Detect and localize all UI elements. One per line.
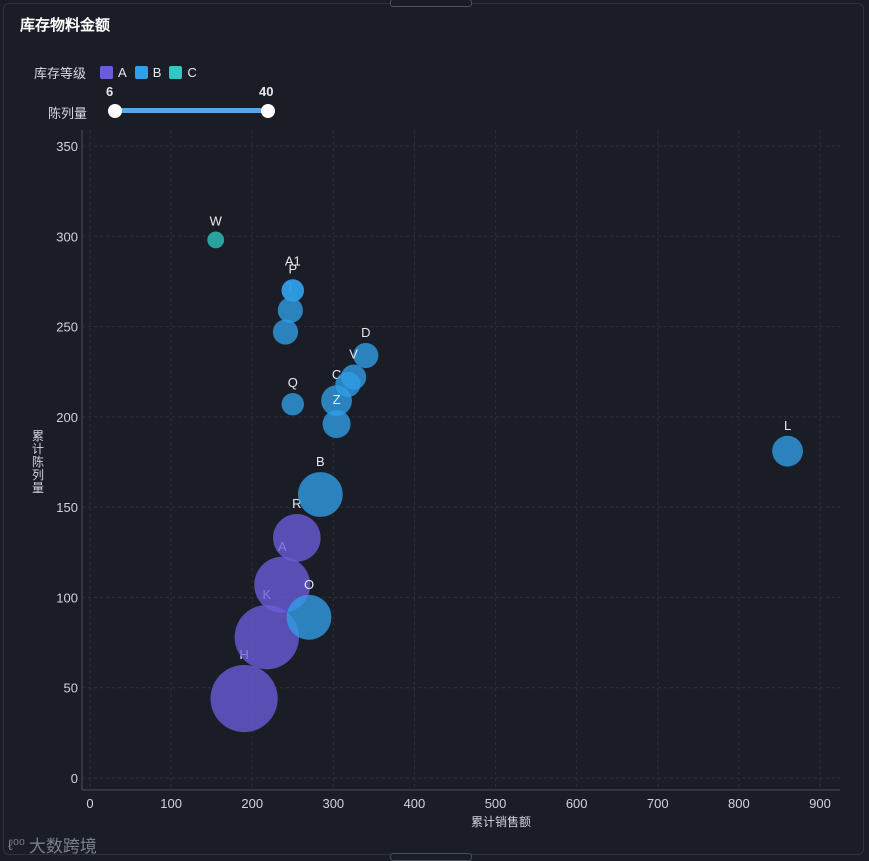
bubble-unlabeled [272, 319, 299, 345]
bubble-h [210, 664, 278, 733]
legend-item-c[interactable]: C [169, 65, 197, 80]
chart-title: 库存物料金额 [20, 17, 111, 34]
legend-swatch-c [169, 66, 183, 79]
y-tick-label: 150 [56, 500, 78, 515]
bubble-label: W [210, 213, 223, 228]
legend-swatch-b [134, 66, 148, 79]
slider-max-handle[interactable] [261, 104, 275, 118]
y-tick-label: 200 [56, 410, 78, 425]
x-tick-label: 800 [728, 796, 750, 811]
slider-min-handle[interactable] [108, 104, 122, 118]
bubble-k [234, 604, 300, 670]
bubble-label: D [361, 325, 370, 340]
bubble-unlabeled [335, 371, 361, 397]
bubble-label: Z [333, 392, 341, 407]
slider-max-value: 40 [259, 84, 274, 99]
bubble-label: O [304, 577, 314, 592]
y-tick-label: 250 [56, 320, 78, 335]
legend-item-a[interactable]: A [100, 65, 127, 80]
slider-min-value: 6 [106, 84, 114, 99]
legend-text-c: C [187, 65, 197, 80]
y-tick-label: 0 [71, 771, 78, 786]
size-slider: 陈列量 [48, 88, 308, 128]
x-tick-label: 900 [809, 796, 831, 811]
x-tick-label: 700 [647, 796, 669, 811]
y-axis-title-char: 陈 [32, 454, 44, 469]
bubble-l [772, 435, 803, 467]
x-tick-label: 600 [566, 796, 588, 811]
x-tick-label: 100 [160, 796, 182, 811]
y-axis-title-char: 列 [32, 468, 44, 482]
bubble-label: R [292, 496, 301, 511]
bubble-t [277, 297, 303, 323]
x-tick-label: 200 [241, 796, 263, 811]
x-tick-label: 0 [86, 796, 93, 811]
y-tick-label: 300 [56, 229, 78, 244]
slider-label: 陈列量 [48, 106, 88, 121]
bubble-label: A1 [285, 253, 301, 268]
bubble-label: L [784, 418, 791, 433]
x-axis-title: 累计销售额 [471, 814, 531, 829]
slider-track[interactable] [115, 108, 268, 113]
bubble-p [281, 279, 304, 302]
legend-label: 库存等级 [34, 66, 87, 81]
y-axis-title-char: 量 [32, 481, 44, 495]
bubble-label: C [332, 367, 341, 382]
bubble-w [207, 231, 225, 249]
bubble-b [297, 472, 343, 517]
x-tick-label: 300 [322, 796, 344, 811]
y-axis-title-char: 累 [32, 429, 44, 443]
legend-text-b: B [152, 65, 162, 80]
bubble-a [254, 556, 311, 613]
bubble-z [322, 410, 351, 439]
bubble-q [281, 393, 304, 416]
legend-swatch-a [100, 66, 114, 79]
watermark-logo-icon: ℓ⁰⁰ [8, 836, 25, 854]
legend: 库存等级 A B C [34, 63, 197, 82]
bubble-label: P [288, 261, 297, 276]
legend-item-b[interactable]: B [134, 65, 162, 80]
watermark: ℓ⁰⁰ 大数跨境 [8, 832, 97, 857]
y-tick-label: 50 [64, 681, 78, 696]
bubble-o [286, 594, 332, 640]
bubble-label: Q [288, 375, 298, 390]
x-tick-label: 500 [485, 796, 507, 811]
legend-text-a: A [118, 65, 127, 80]
frame-top-tab [390, 0, 472, 7]
x-tick-label: 400 [404, 796, 426, 811]
bubble-label: B [316, 454, 325, 469]
y-tick-label: 350 [56, 139, 78, 154]
y-tick-label: 100 [56, 590, 78, 605]
y-axis-title-char: 计 [32, 442, 44, 456]
bubble-label: V [349, 347, 358, 362]
bubble-d [353, 342, 379, 369]
watermark-text: 大数跨境 [28, 837, 97, 856]
bubble-r [273, 514, 321, 562]
